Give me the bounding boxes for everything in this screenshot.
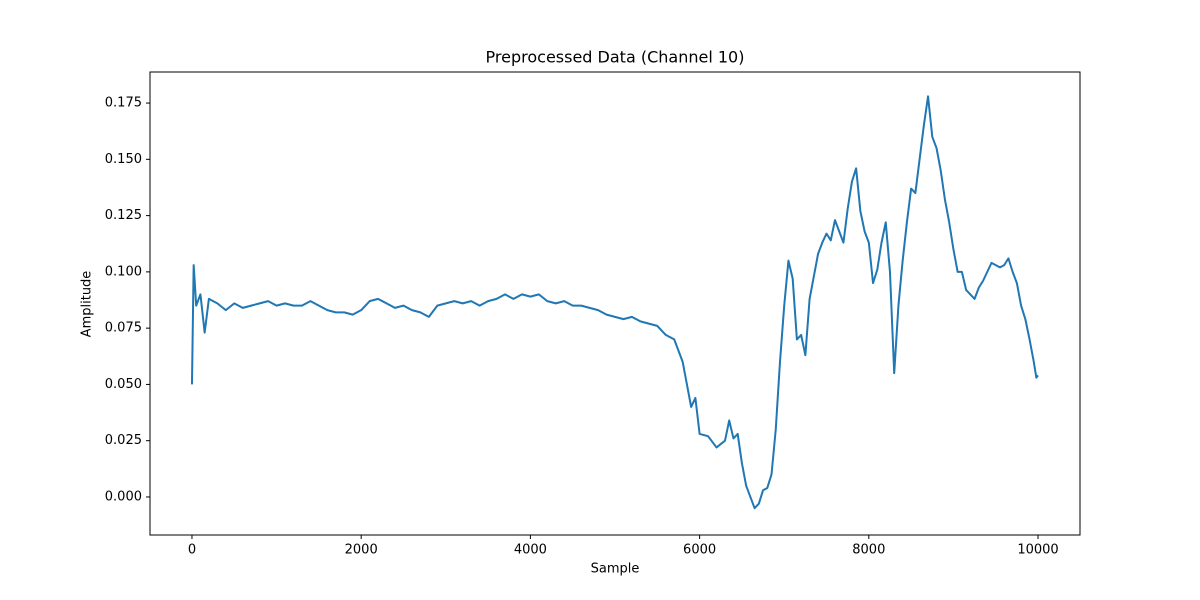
x-tick-label: 2000 bbox=[345, 543, 378, 558]
y-tick-label: 0.125 bbox=[105, 208, 142, 223]
chart-title: Preprocessed Data (Channel 10) bbox=[486, 48, 745, 67]
x-tick-label: 10000 bbox=[1017, 543, 1058, 558]
x-tick-label: 0 bbox=[188, 543, 196, 558]
y-tick-label: 0.075 bbox=[105, 321, 142, 336]
x-axis-label: Sample bbox=[591, 562, 640, 577]
y-tick-label: 0.175 bbox=[105, 96, 142, 111]
x-tick-label: 6000 bbox=[683, 543, 716, 558]
plot-frame bbox=[149, 71, 1081, 536]
y-tick-label: 0.100 bbox=[105, 264, 142, 279]
data-line bbox=[190, 95, 1039, 510]
y-tick-label: 0.025 bbox=[105, 433, 142, 448]
y-tick-label: 0.050 bbox=[105, 377, 142, 392]
x-tick-label: 8000 bbox=[852, 543, 885, 558]
x-tick-label: 4000 bbox=[514, 543, 547, 558]
y-tick-label: 0.000 bbox=[105, 489, 142, 504]
y-axis-label: Amplitude bbox=[80, 271, 95, 338]
y-tick-label: 0.150 bbox=[105, 152, 142, 167]
